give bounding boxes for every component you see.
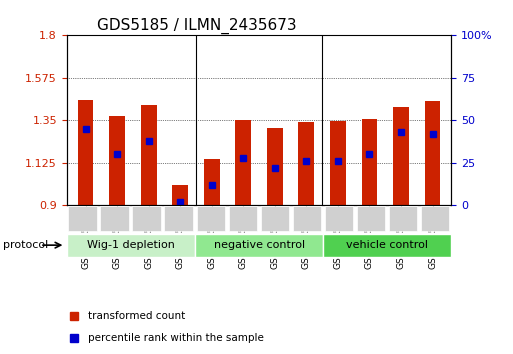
Bar [109, 116, 125, 205]
Text: Wig-1 depletion: Wig-1 depletion [87, 240, 175, 250]
Bar [330, 121, 346, 205]
Text: transformed count: transformed count [88, 311, 185, 321]
Bar [196, 206, 225, 232]
Bar [141, 105, 156, 205]
Bar [323, 234, 451, 257]
Bar [67, 234, 195, 257]
Bar [299, 122, 314, 205]
Bar [101, 206, 129, 232]
Bar [68, 206, 96, 232]
Bar [204, 159, 220, 205]
Bar [325, 206, 353, 232]
Bar [172, 185, 188, 205]
Text: percentile rank within the sample: percentile rank within the sample [88, 332, 264, 343]
Bar [389, 206, 417, 232]
Bar [195, 234, 323, 257]
Bar [421, 206, 449, 232]
Text: negative control: negative control [213, 240, 305, 250]
Bar [78, 99, 93, 205]
Text: vehicle control: vehicle control [346, 240, 428, 250]
Bar [132, 206, 161, 232]
Text: protocol: protocol [3, 240, 49, 250]
Bar [235, 120, 251, 205]
Bar [229, 206, 257, 232]
Bar [362, 119, 378, 205]
Bar [393, 107, 409, 205]
Bar [261, 206, 289, 232]
Bar [165, 206, 193, 232]
Bar [425, 101, 440, 205]
Bar [357, 206, 385, 232]
Text: GDS5185 / ILMN_2435673: GDS5185 / ILMN_2435673 [97, 18, 297, 34]
Bar [293, 206, 321, 232]
Bar [267, 128, 283, 205]
